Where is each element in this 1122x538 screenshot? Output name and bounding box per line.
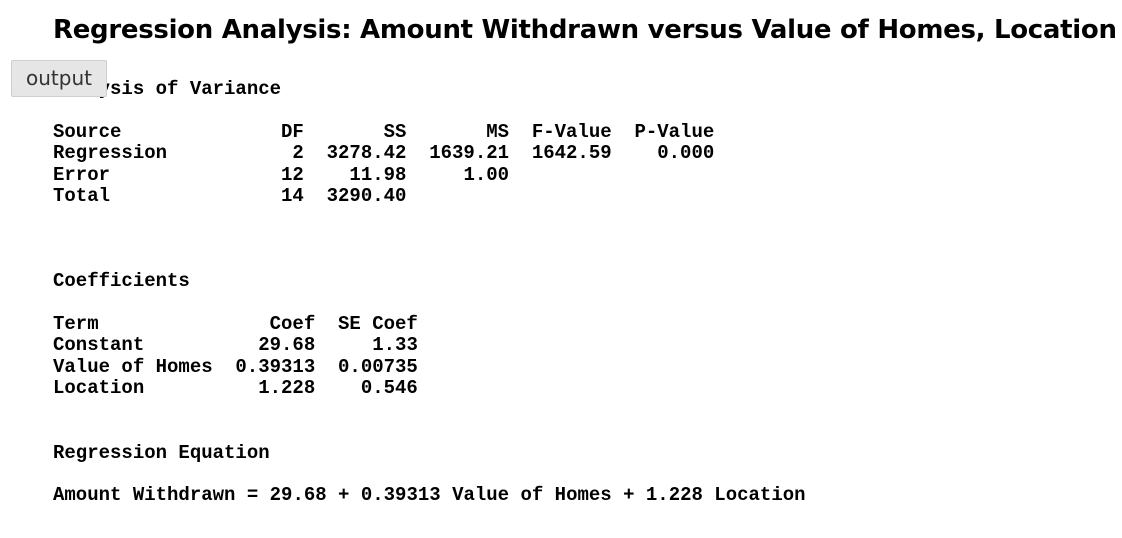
coef-cell-term: Location [53, 376, 145, 399]
anova-cell-ms: 1639.21 [429, 142, 510, 165]
anova-cell-ss: SS [383, 121, 407, 143]
coef-cell-coef: Coef [269, 313, 316, 335]
coef-cell-term: Term [53, 313, 99, 335]
coef-cell-coef: 0.39313 [235, 355, 316, 378]
coef-cell-term: Value of Homes [53, 355, 213, 378]
coef-row: Constant 29.68 1.33 [53, 334, 418, 357]
coef-cell-term: Constant [53, 334, 145, 357]
coef-row: Location 1.228 0.546 [53, 376, 418, 399]
coef-cell-coef: 1.228 [258, 376, 316, 399]
regression-equation: Amount Withdrawn = 29.68 + 0.39313 Value… [53, 484, 806, 506]
anova-row: Error 12 11.98 1.00 [53, 163, 714, 186]
equation-heading: Regression Equation [53, 442, 270, 464]
anova-row: Total 14 3290.40 [53, 184, 714, 207]
anova-cell-ms: 1.00 [463, 163, 510, 186]
anova-header-row: Source DF SS MS F-Value P-Value [53, 121, 715, 143]
coefficients-table: Term Coef SE Coef Constant 29.68 1.33 Value of… [53, 313, 418, 399]
page-title: Regression Analysis: Amount Withdrawn ve… [53, 15, 1117, 45]
anova-cell-p-value: 0.000 [657, 142, 715, 165]
coef-row: Value of Homes 0.39313 0.00735 [53, 355, 418, 378]
anova-table: Source DF SS MS F-Value P-Value Regression 2 327… [53, 121, 715, 207]
anova-cell-source: Regression [53, 142, 168, 165]
coef-header-row: Term Coef SE Coef [53, 313, 418, 335]
anova-cell-source: Total [53, 184, 111, 207]
anova-cell-ss: 11.98 [349, 163, 407, 186]
anova-cell-p-value: P-Value [634, 121, 715, 143]
coef-cell-coef: 29.68 [258, 334, 316, 357]
anova-cell-df: DF [281, 121, 304, 143]
anova-cell-f-value: 1642.59 [531, 142, 612, 165]
output-tab[interactable]: output [11, 60, 107, 97]
anova-cell-source: Error [53, 163, 111, 186]
coefficients-heading: Coefficients [53, 270, 190, 292]
anova-cell-ss: 3278.42 [326, 142, 407, 165]
anova-cell-df: 14 [281, 184, 304, 207]
anova-cell-df: 12 [281, 163, 304, 186]
coef-cell-se-coef: SE Coef [338, 313, 418, 335]
anova-cell-df: 2 [292, 142, 304, 165]
coef-cell-se-coef: 0.00735 [338, 355, 418, 378]
anova-cell-ss: 3290.40 [326, 184, 407, 207]
anova-cell-f-value: F-Value [531, 121, 612, 143]
anova-cell-ms: MS [486, 121, 510, 143]
anova-cell-source: Source [53, 121, 122, 143]
anova-row: Regression 2 3278.42 1639.21 1642.59 0.000 [53, 142, 715, 165]
coef-cell-se-coef: 0.546 [360, 376, 418, 399]
coef-cell-se-coef: 1.33 [372, 334, 418, 357]
